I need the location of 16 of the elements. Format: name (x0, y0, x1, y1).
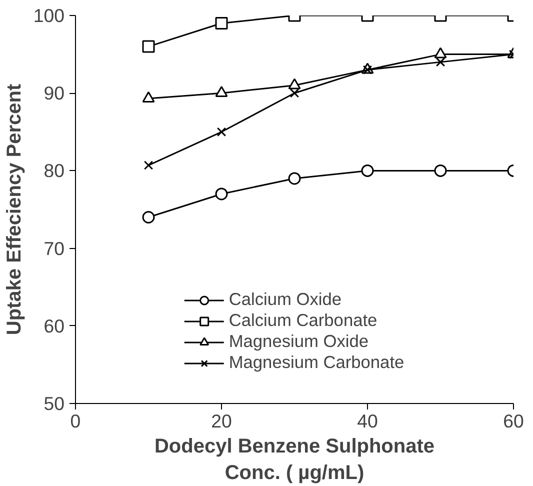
legend-label: Calcium Oxide (228, 289, 342, 310)
legend-label: Magnesium Oxide (228, 331, 368, 352)
legend-label: Magnesium Carbonate (228, 352, 404, 373)
x-tick-label: 0 (70, 410, 81, 432)
y-tick-label: 60 (44, 315, 65, 336)
y-tick-label: 70 (44, 238, 65, 259)
x-tick-label: 20 (211, 410, 232, 432)
y-tick-label: 80 (44, 160, 65, 182)
x-tick-label: 40 (357, 410, 378, 432)
y-axis-title: Uptake Effeciency Percent (3, 84, 26, 336)
y-tick-label: 50 (44, 393, 65, 414)
x-tick-label: 60 (503, 410, 524, 432)
legend-label: Calcium Carbonate (228, 310, 378, 331)
y-tick-label: 100 (33, 5, 65, 26)
x-axis-title: Dodecyl Benzene Sulphonate Conc. ( µg/mL) (154, 436, 435, 484)
y-tick-label: 90 (44, 82, 65, 104)
